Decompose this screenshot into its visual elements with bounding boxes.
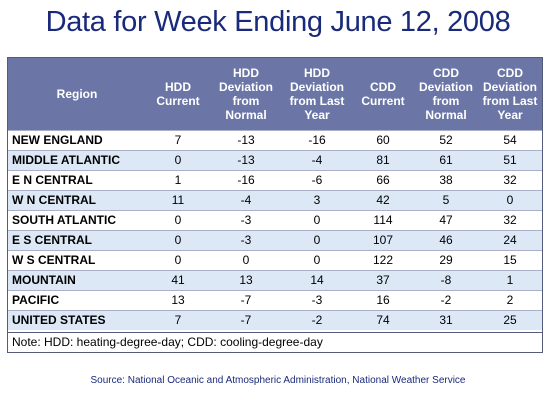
- header-region: Region: [8, 58, 146, 130]
- cell-cdd-current: 66: [352, 169, 414, 190]
- cell-hdd-dev-last-year: 0: [282, 209, 352, 230]
- cell-hdd-dev-normal: 0: [210, 249, 282, 270]
- cell-cdd-dev-normal: 46: [414, 229, 478, 250]
- cell-region: E N CENTRAL: [8, 169, 146, 190]
- cell-cdd-dev-normal: -8: [414, 269, 478, 290]
- cell-cdd-dev-last-year: 15: [478, 249, 542, 270]
- cell-cdd-dev-normal: 5: [414, 189, 478, 210]
- page-title: Data for Week Ending June 12, 2008: [45, 6, 511, 38]
- cell-hdd-dev-normal: 13: [210, 269, 282, 290]
- data-table-frame: Region HDD Current HDD Deviation from Normal…: [7, 57, 543, 353]
- cell-cdd-current: 107: [352, 229, 414, 250]
- cell-hdd-dev-last-year: -16: [282, 129, 352, 150]
- cell-hdd-current: 0: [146, 229, 210, 250]
- cell-region: MOUNTAIN: [8, 269, 146, 290]
- cell-cdd-current: 122: [352, 249, 414, 270]
- cell-hdd-dev-last-year: -6: [282, 169, 352, 190]
- cell-hdd-dev-last-year: 0: [282, 229, 352, 250]
- cell-hdd-dev-last-year: 0: [282, 249, 352, 270]
- cell-cdd-dev-last-year: 0: [478, 189, 542, 210]
- table-row: W N CENTRAL 11 -4 3 42 5 0: [8, 189, 542, 210]
- cell-cdd-dev-last-year: 2: [478, 289, 542, 310]
- table-row: W S CENTRAL 0 0 0 122 29 15: [8, 249, 542, 270]
- header-hdd-deviation-last-year: HDD Deviation from Last Year: [282, 58, 352, 130]
- header-hdd-deviation-normal: HDD Deviation from Normal: [210, 58, 282, 130]
- cell-hdd-dev-last-year: -3: [282, 289, 352, 310]
- header-hdd-current: HDD Current: [146, 58, 210, 130]
- cell-hdd-current: 7: [146, 309, 210, 330]
- table-row: MOUNTAIN 41 13 14 37 -8 1: [8, 269, 542, 290]
- cell-cdd-current: 114: [352, 209, 414, 230]
- degree-day-table: Region HDD Current HDD Deviation from Normal…: [8, 58, 542, 330]
- cell-region: SOUTH ATLANTIC: [8, 209, 146, 230]
- cell-hdd-dev-last-year: 3: [282, 189, 352, 210]
- table-row: SOUTH ATLANTIC 0 -3 0 114 47 32: [8, 209, 542, 230]
- cell-cdd-dev-normal: 29: [414, 249, 478, 270]
- table-row: UNITED STATES 7 -7 -2 74 31 25: [8, 309, 542, 330]
- table-note: Note: HDD: heating-degree-day; CDD: cool…: [8, 332, 542, 352]
- cell-region: E S CENTRAL: [8, 229, 146, 250]
- cell-cdd-dev-normal: 52: [414, 129, 478, 150]
- table-row: PACIFIC 13 -7 -3 16 -2 2: [8, 289, 542, 310]
- cell-hdd-dev-last-year: -4: [282, 149, 352, 170]
- header-cdd-current: CDD Current: [352, 58, 414, 130]
- cell-cdd-current: 60: [352, 129, 414, 150]
- cell-hdd-dev-normal: -3: [210, 209, 282, 230]
- cell-hdd-current: 7: [146, 129, 210, 150]
- cell-cdd-dev-last-year: 51: [478, 149, 542, 170]
- cell-hdd-current: 13: [146, 289, 210, 310]
- table-header-row: Region HDD Current HDD Deviation from Normal…: [8, 58, 542, 130]
- cell-cdd-dev-last-year: 32: [478, 169, 542, 190]
- cell-hdd-dev-last-year: 14: [282, 269, 352, 290]
- cell-cdd-current: 42: [352, 189, 414, 210]
- cell-hdd-dev-normal: -13: [210, 129, 282, 150]
- table-row: NEW ENGLAND 7 -13 -16 60 52 54: [8, 129, 542, 150]
- table-body: NEW ENGLAND 7 -13 -16 60 52 54 MIDDLE ATLANTIC 0…: [8, 129, 542, 330]
- table-row: E S CENTRAL 0 -3 0 107 46 24: [8, 229, 542, 250]
- cell-region: UNITED STATES: [8, 309, 146, 330]
- cell-region: W S CENTRAL: [8, 249, 146, 270]
- cell-cdd-dev-last-year: 32: [478, 209, 542, 230]
- cell-hdd-dev-normal: -13: [210, 149, 282, 170]
- cell-cdd-current: 37: [352, 269, 414, 290]
- cell-region: W N CENTRAL: [8, 189, 146, 210]
- source-attribution: Source: National Oceanic and Atmospheric…: [90, 375, 466, 386]
- cell-hdd-current: 0: [146, 149, 210, 170]
- cell-region: PACIFIC: [8, 289, 146, 310]
- cell-cdd-current: 81: [352, 149, 414, 170]
- cell-hdd-dev-normal: -16: [210, 169, 282, 190]
- table-row: E N CENTRAL 1 -16 -6 66 38 32: [8, 169, 542, 190]
- cell-hdd-current: 0: [146, 209, 210, 230]
- cell-cdd-dev-normal: 47: [414, 209, 478, 230]
- cell-cdd-dev-normal: 38: [414, 169, 478, 190]
- table-row: MIDDLE ATLANTIC 0 -13 -4 81 61 51: [8, 149, 542, 170]
- cell-cdd-dev-last-year: 54: [478, 129, 542, 150]
- cell-hdd-dev-normal: -4: [210, 189, 282, 210]
- cell-hdd-current: 1: [146, 169, 210, 190]
- cell-cdd-dev-normal: 61: [414, 149, 478, 170]
- cell-hdd-current: 41: [146, 269, 210, 290]
- cell-cdd-dev-normal: 31: [414, 309, 478, 330]
- cell-hdd-dev-normal: -3: [210, 229, 282, 250]
- cell-hdd-dev-normal: -7: [210, 309, 282, 330]
- cell-region: NEW ENGLAND: [8, 129, 146, 150]
- cell-hdd-current: 0: [146, 249, 210, 270]
- header-cdd-deviation-last-year: CDD Deviation from Last Year: [478, 58, 542, 130]
- cell-cdd-current: 74: [352, 309, 414, 330]
- header-cdd-deviation-normal: CDD Deviation from Normal: [414, 58, 478, 130]
- cell-region: MIDDLE ATLANTIC: [8, 149, 146, 170]
- cell-hdd-dev-normal: -7: [210, 289, 282, 310]
- cell-hdd-dev-last-year: -2: [282, 309, 352, 330]
- cell-cdd-dev-last-year: 24: [478, 229, 542, 250]
- cell-cdd-dev-last-year: 25: [478, 309, 542, 330]
- cell-cdd-dev-normal: -2: [414, 289, 478, 310]
- cell-hdd-current: 11: [146, 189, 210, 210]
- cell-cdd-dev-last-year: 1: [478, 269, 542, 290]
- cell-cdd-current: 16: [352, 289, 414, 310]
